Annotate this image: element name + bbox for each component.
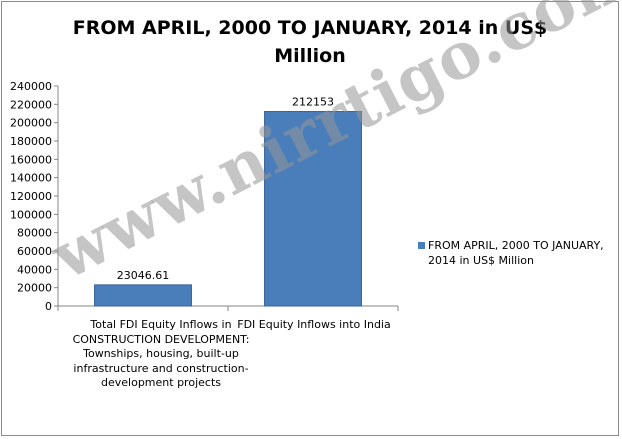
y-tick-label: 200000 [10, 117, 52, 130]
chart-axes: 0 20000 40000 60000 80000 100000 120000 140000 1… [10, 80, 399, 313]
bar [264, 111, 362, 307]
chart-bars [94, 111, 362, 307]
category-label-construction: Total FDI Equity Inflows in CONSTRUCTION… [72, 318, 250, 390]
y-tick-label: 80000 [17, 227, 52, 240]
bar [94, 284, 192, 307]
legend-entry: FROM APRIL, 2000 TO JANUARY, 2014 in US$… [428, 239, 604, 267]
chart-title: FROM APRIL, 2000 TO JANUARY, 2014 in US$… [72, 17, 548, 67]
y-tick-label: 0 [45, 300, 52, 313]
y-tick-label: 60000 [17, 245, 52, 258]
category-label-fdi-india: FDI Equity Inflows into India [237, 318, 391, 331]
y-tick-label: 180000 [10, 135, 52, 148]
y-tick-label: 240000 [10, 80, 52, 93]
y-tick-label: 120000 [10, 190, 52, 203]
y-tick-label: 220000 [10, 98, 52, 111]
bar-data-label: 23046.61 [117, 269, 170, 282]
chart-data-labels: 23046.61 212153 [117, 96, 334, 282]
y-tick-label: 100000 [10, 208, 52, 221]
legend-swatch [418, 242, 425, 249]
y-tick-label: 20000 [17, 282, 52, 295]
chart-legend: FROM APRIL, 2000 TO JANUARY, 2014 in US$… [418, 238, 614, 268]
y-tick-label: 140000 [10, 172, 52, 185]
bar-data-label: 212153 [292, 96, 334, 109]
y-tick-label: 40000 [17, 263, 52, 276]
y-tick-label: 160000 [10, 153, 52, 166]
